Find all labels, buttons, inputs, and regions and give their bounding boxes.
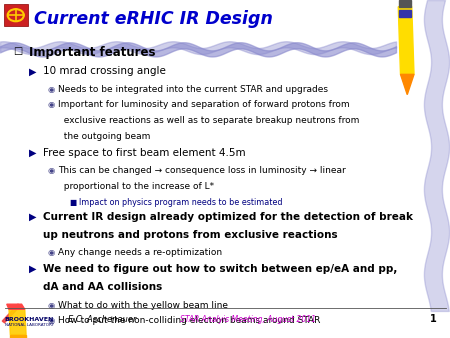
Polygon shape xyxy=(399,10,411,17)
Text: proportional to the increase of L*: proportional to the increase of L* xyxy=(58,182,214,191)
Text: This can be changed → consequence loss in luminosity → linear: This can be changed → consequence loss i… xyxy=(58,166,345,175)
Text: Any change needs a re-optimization: Any change needs a re-optimization xyxy=(58,248,222,257)
Text: STAR Analyis Meeting, August 2011: STAR Analyis Meeting, August 2011 xyxy=(180,315,315,324)
Text: Needs to be integrated into the current STAR and upgrades: Needs to be integrated into the current … xyxy=(58,84,328,94)
Text: ▶: ▶ xyxy=(29,264,37,274)
Text: the outgoing beam: the outgoing beam xyxy=(58,132,150,141)
Polygon shape xyxy=(400,74,414,95)
Text: What to do with the yellow beam line: What to do with the yellow beam line xyxy=(58,301,228,310)
Text: exclusive reactions as well as to separate breakup neutrons from: exclusive reactions as well as to separa… xyxy=(58,116,359,125)
Text: ◉: ◉ xyxy=(47,84,54,94)
FancyBboxPatch shape xyxy=(4,4,28,26)
Text: ▶: ▶ xyxy=(29,212,37,222)
Text: ◉: ◉ xyxy=(47,166,54,175)
Polygon shape xyxy=(10,335,26,338)
Polygon shape xyxy=(399,0,411,7)
Polygon shape xyxy=(9,309,26,335)
Text: BROOKHAVEN: BROOKHAVEN xyxy=(4,317,54,322)
Text: We need to figure out how to switch between ep/eA and pp,: We need to figure out how to switch betw… xyxy=(43,264,397,274)
Polygon shape xyxy=(398,7,414,74)
Text: ◉: ◉ xyxy=(47,301,54,310)
Text: ◉: ◉ xyxy=(47,316,54,325)
Text: E.C. Aschenauer: E.C. Aschenauer xyxy=(68,315,136,324)
Text: 10 mrad crossing angle: 10 mrad crossing angle xyxy=(43,66,166,76)
Text: 1: 1 xyxy=(430,314,436,324)
Text: Impact on physics program needs to be estimated: Impact on physics program needs to be es… xyxy=(79,198,282,207)
Text: Free space to first beam element 4.5m: Free space to first beam element 4.5m xyxy=(43,148,245,158)
Polygon shape xyxy=(7,304,25,309)
Text: Important features: Important features xyxy=(29,46,156,58)
Text: dA and AA collisions: dA and AA collisions xyxy=(43,283,162,292)
Text: NATIONAL LABORATORY: NATIONAL LABORATORY xyxy=(4,323,54,327)
Text: □: □ xyxy=(14,46,23,56)
Text: How to put the non-colliding electron beams around STAR: How to put the non-colliding electron be… xyxy=(58,316,320,325)
Text: Current eRHIC IR Design: Current eRHIC IR Design xyxy=(34,9,273,28)
Polygon shape xyxy=(2,304,20,323)
Text: Important for luminosity and separation of forward protons from: Important for luminosity and separation … xyxy=(58,100,349,110)
Text: ■: ■ xyxy=(70,198,77,207)
Text: Current IR design already optimized for the detection of break: Current IR design already optimized for … xyxy=(43,212,413,222)
Text: ◉: ◉ xyxy=(47,100,54,110)
Text: ▶: ▶ xyxy=(29,66,37,76)
Text: up neutrons and protons from exclusive reactions: up neutrons and protons from exclusive r… xyxy=(43,230,338,240)
Text: ◉: ◉ xyxy=(47,248,54,257)
Text: ▶: ▶ xyxy=(29,148,37,158)
